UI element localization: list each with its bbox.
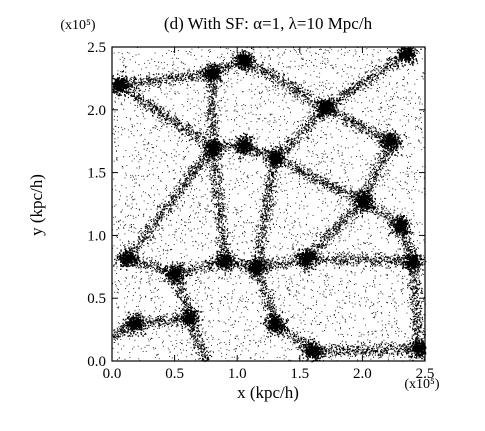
x-axis-label: x (kpc/h)	[237, 383, 299, 402]
plot-frame	[111, 46, 426, 362]
y-tick-label: 0.0	[87, 354, 106, 370]
x-tick-label: 1.5	[290, 366, 309, 382]
particle-points	[112, 47, 427, 363]
y-tick-label: 1.0	[87, 228, 106, 244]
y-axis: 0.0 0.5 1.0 1.5 2.0 2.5	[87, 40, 425, 370]
y-axis-label: y (kpc/h)	[27, 174, 46, 236]
chart-title: (d) With SF: α=1, λ=10 Mpc/h	[164, 14, 373, 33]
y-tick-label: 2.5	[87, 40, 106, 56]
y-tick-label: 2.0	[87, 103, 106, 119]
x-tick-label: 2.5	[416, 366, 435, 382]
x-tick-label: 0.0	[103, 366, 122, 382]
x-axis-multiplier: (x10⁵)	[404, 377, 440, 392]
x-axis: 0.0 0.5 1.0 1.5 2.0 2.5	[103, 47, 435, 382]
y-tick-label: 0.5	[87, 291, 106, 307]
x-tick-label: 0.5	[165, 366, 184, 382]
y-axis-multiplier: (x10⁵)	[60, 18, 96, 33]
particle-layer	[112, 47, 427, 363]
x-tick-label: 2.0	[353, 366, 372, 382]
y-tick-label: 1.5	[87, 166, 106, 182]
x-tick-label: 1.0	[228, 366, 247, 382]
